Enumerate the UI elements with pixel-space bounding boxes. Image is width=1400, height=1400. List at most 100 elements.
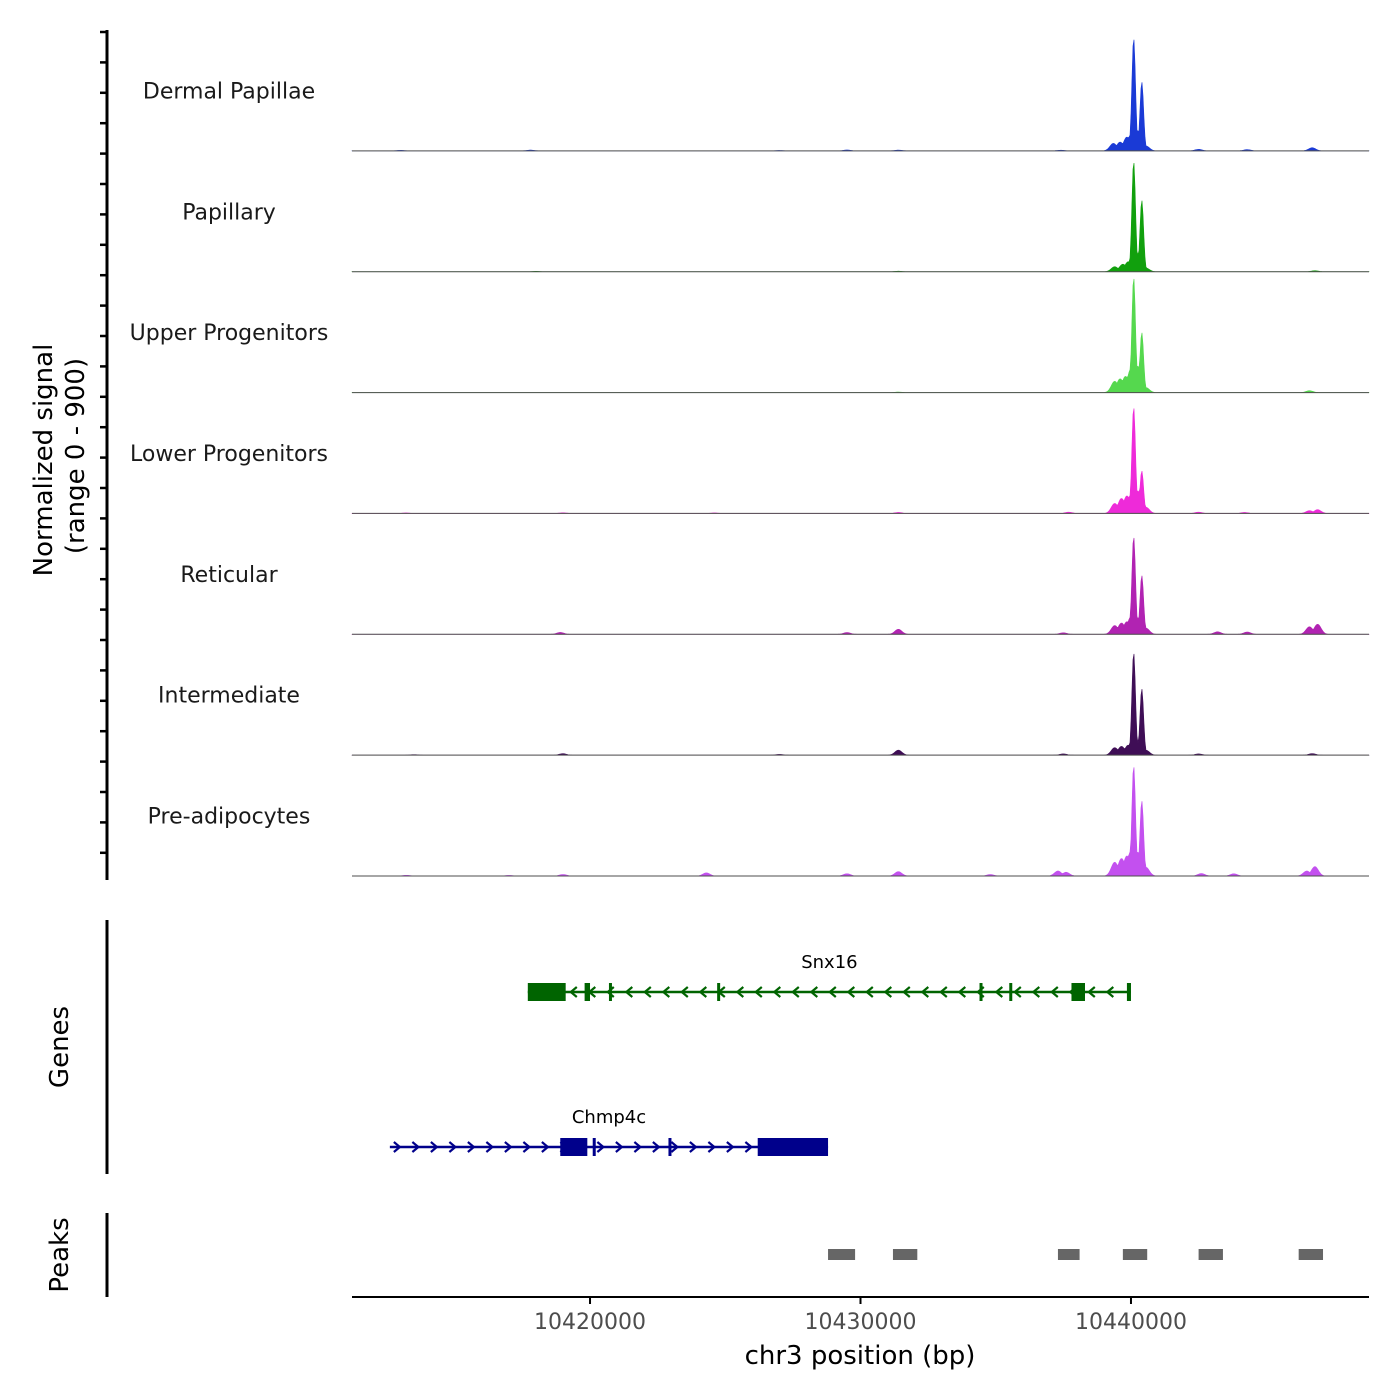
peak-region-bar [1122,1249,1148,1260]
strand-arrow [393,1141,402,1153]
peak-region-bar [892,1249,918,1260]
strand-arrow [643,986,652,998]
strand-arrow [522,1141,532,1153]
strand-arrow [920,986,930,998]
peak-region-bar [1057,1249,1080,1260]
genes-panel-label: Genes [45,1006,75,1088]
gene-exon [584,983,591,1001]
strand-arrow [828,986,837,998]
strand-arrow [957,986,967,998]
track-label: Dermal Papillae [143,79,315,104]
x-axis-ticks: 10420000 10430000 10440000 [534,1297,1187,1335]
strand-arrow [680,986,689,998]
peak-region-bar [1198,1249,1223,1260]
gene-model: Chmp4c [389,1107,829,1156]
strand-arrow [744,1141,754,1153]
peak-region-bar [828,1249,856,1260]
coverage-axis-ticks [100,30,107,855]
y-axis-title-line2: (range 0 - 900) [61,358,91,554]
coverage-track: Dermal Papillae [143,39,1370,152]
gene-exon [592,1138,596,1156]
strand-arrow [698,986,708,998]
strand-arrow [1087,986,1096,998]
coverage-signal-area [351,537,1370,635]
track-label: Intermediate [158,684,300,709]
strand-arrow [541,1141,550,1153]
strand-arrow [772,986,782,998]
coverage-track: Upper Progenitors [130,278,1370,394]
strand-arrow [624,986,634,998]
coverage-signal-area [351,163,1370,273]
gene-model: Snx16 [527,952,1131,1001]
strand-arrow [754,986,763,998]
coverage-track: Intermediate [158,653,1370,756]
strand-arrow [411,1141,421,1153]
gene-exon [1126,983,1131,1001]
coverage-signal-area [351,408,1370,514]
coverage-track: Papillary [182,163,1370,273]
strand-arrow [726,1141,735,1153]
strand-arrow [791,986,800,998]
gene-name-label: Snx16 [801,952,857,973]
strand-arrow [902,986,911,998]
gene-exon [608,983,612,1001]
strand-arrow [661,986,671,998]
gene-exon [1071,983,1085,1001]
strand-arrow [504,1141,513,1153]
coverage-tracks: Dermal Papillae Papillary Upper Progenitor… [130,39,1370,877]
coverage-track: Lower Progenitors [130,408,1370,514]
peaks-panel-label: Peaks [45,1217,75,1292]
gene-annotations: Snx16 Chmp4c [389,952,1131,1156]
coverage-signal-area [351,278,1370,393]
strand-arrow [1050,986,1059,998]
strand-arrow [485,1141,495,1153]
strand-arrow [1013,986,1022,998]
strand-arrow [707,1141,717,1153]
gene-exon [1009,983,1013,1001]
gene-exon [757,1138,829,1156]
gene-exon [668,1138,672,1156]
peak-region-bar [1298,1249,1324,1260]
coverage-track: Reticular [180,537,1370,635]
gene-exon [979,983,983,1001]
coverage-signal-area [352,767,1369,877]
track-label: Upper Progenitors [130,321,329,346]
track-label: Lower Progenitors [130,442,328,467]
strand-arrow [569,986,578,998]
track-label: Papillary [182,200,276,225]
strand-arrow [467,1141,476,1153]
strand-arrow [846,986,856,998]
coverage-signal-area [351,39,1370,152]
strand-arrow [596,1141,606,1153]
gene-exon [717,983,721,1001]
strand-arrow [448,1141,458,1153]
coverage-signal-area [351,653,1370,756]
peak-regions [828,1249,1324,1260]
gene-exon [560,1138,588,1156]
strand-arrow [1031,986,1041,998]
strand-arrow [670,1141,680,1153]
x-tick-label: 10420000 [534,1310,646,1335]
track-label: Pre-adipocytes [148,805,311,830]
strand-arrow [615,1141,624,1153]
strand-arrow [1105,986,1115,998]
strand-arrow [689,1141,698,1153]
strand-arrow [735,986,745,998]
coverage-track: Pre-adipocytes [148,767,1369,877]
x-tick-label: 10440000 [1075,1310,1187,1335]
gene-name-label: Chmp4c [572,1107,646,1128]
strand-arrow [652,1141,661,1153]
strand-arrow [430,1141,439,1153]
track-label: Reticular [180,563,278,588]
strand-arrow [883,986,893,998]
gene-exon [527,983,566,1001]
strand-arrow [633,1141,643,1153]
x-axis-title: chr3 position (bp) [745,1341,976,1371]
strand-arrow [994,986,1004,998]
y-axis-title-line1: Normalized signal [29,344,59,577]
strand-arrow [865,986,874,998]
x-tick-label: 10430000 [805,1310,917,1335]
strand-arrow [939,986,948,998]
strand-arrow [809,986,819,998]
